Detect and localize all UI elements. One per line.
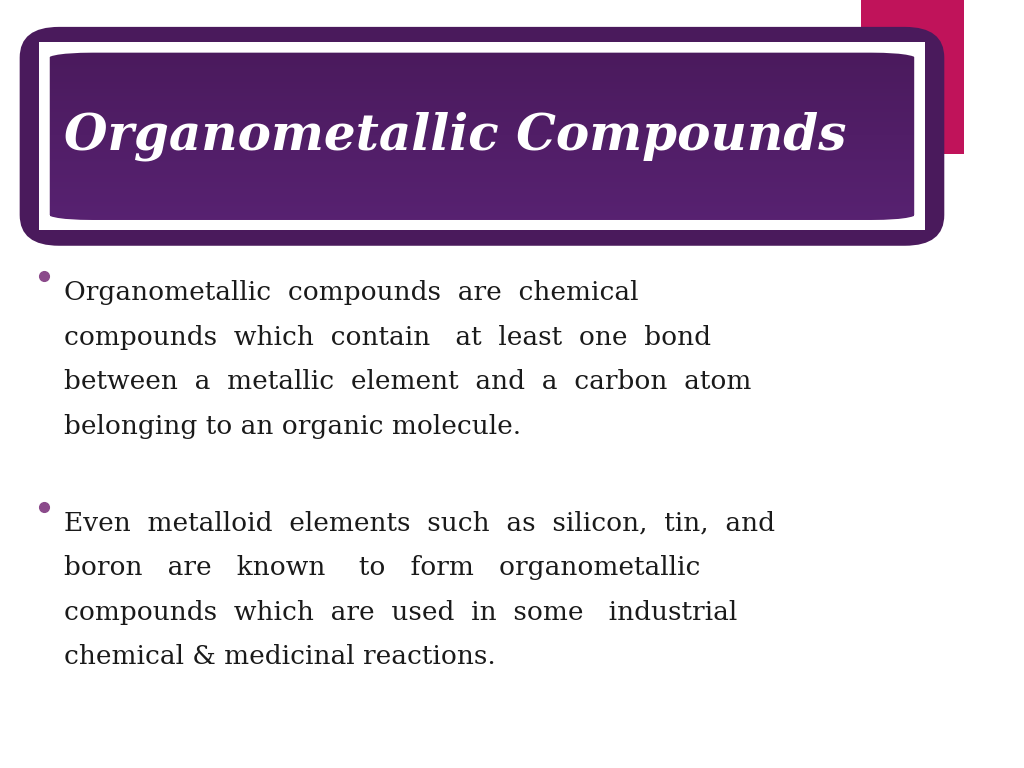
Bar xyxy=(39,141,925,149)
Bar xyxy=(39,84,925,92)
Bar xyxy=(39,185,925,193)
Bar xyxy=(39,160,925,167)
Text: compounds  which  are  used  in  some   industrial: compounds which are used in some industr… xyxy=(63,600,737,625)
Bar xyxy=(39,154,925,161)
Bar xyxy=(39,166,925,174)
Text: chemical & medicinal reactions.: chemical & medicinal reactions. xyxy=(63,644,496,670)
FancyBboxPatch shape xyxy=(19,27,944,246)
Bar xyxy=(39,98,925,105)
Text: Organometallic Compounds: Organometallic Compounds xyxy=(63,111,846,161)
Bar xyxy=(39,72,925,80)
Bar xyxy=(39,91,925,99)
Bar xyxy=(39,53,925,61)
Text: compounds  which  contain   at  least  one  bond: compounds which contain at least one bon… xyxy=(63,325,711,350)
Bar xyxy=(39,47,925,55)
Bar xyxy=(39,60,925,68)
Bar xyxy=(39,179,925,187)
Bar xyxy=(39,135,925,143)
Text: Organometallic  compounds  are  chemical: Organometallic compounds are chemical xyxy=(63,280,638,306)
Bar xyxy=(39,217,925,224)
Bar xyxy=(39,116,925,124)
Text: belonging to an organic molecule.: belonging to an organic molecule. xyxy=(63,414,521,439)
Bar xyxy=(39,147,925,155)
Bar xyxy=(39,122,925,130)
Text: boron   are   known    to   form   organometallic: boron are known to form organometallic xyxy=(63,555,700,581)
Bar xyxy=(39,110,925,118)
Bar xyxy=(39,204,925,212)
Bar xyxy=(39,128,925,137)
Bar xyxy=(39,78,925,86)
Bar xyxy=(39,173,925,180)
Bar xyxy=(39,197,925,205)
Bar xyxy=(39,191,925,199)
Text: between  a  metallic  element  and  a  carbon  atom: between a metallic element and a carbon … xyxy=(63,369,752,395)
Bar xyxy=(39,66,925,74)
Text: Even  metalloid  elements  such  as  silicon,  tin,  and: Even metalloid elements such as silicon,… xyxy=(63,511,775,536)
Bar xyxy=(39,41,925,48)
Bar xyxy=(39,210,925,218)
Bar xyxy=(39,223,925,230)
FancyBboxPatch shape xyxy=(861,0,964,154)
Bar xyxy=(39,104,925,111)
